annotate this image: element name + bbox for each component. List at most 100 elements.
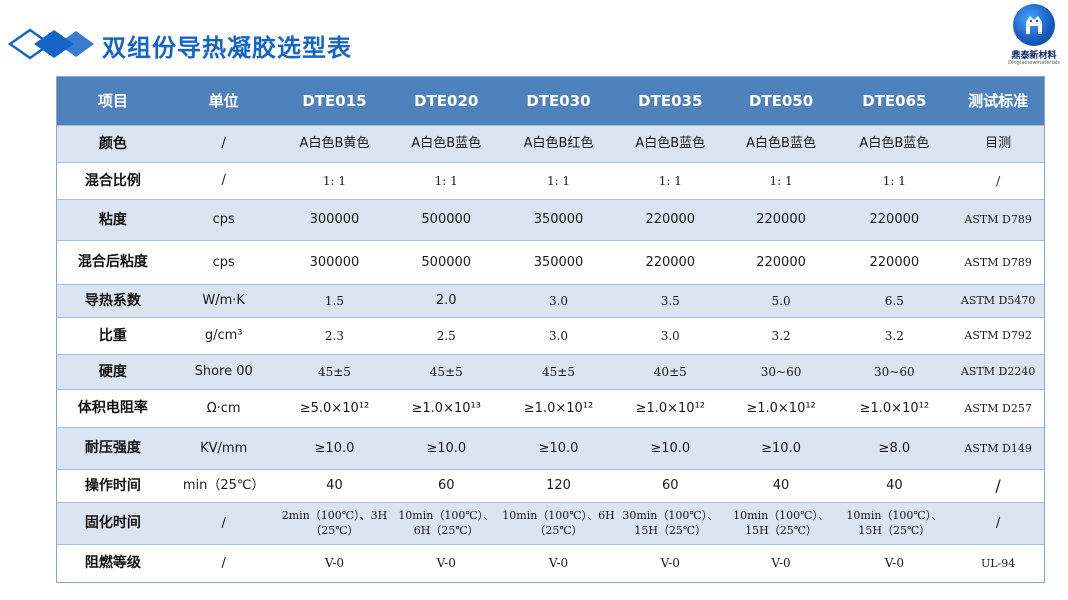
value-cell: A白色B蓝色 (411, 136, 482, 152)
unit-cell: / (221, 136, 226, 152)
value-cell: 220000 (869, 212, 920, 228)
unit-cell: Shore 00 (194, 364, 253, 380)
value-cell: ≥5.0×10¹² (299, 400, 370, 416)
value-cell: A白色B蓝色 (635, 136, 706, 152)
selection-table: 项目 单位 DTE015 DTE020 DTE030 DTE035 DTE050… (56, 76, 1045, 583)
value-cell: 40±5 (653, 364, 687, 379)
unit-cell: / (221, 555, 226, 571)
value-cell: 500000 (421, 254, 472, 270)
value-cell: 5.0 (771, 293, 791, 308)
value-cell: 2.5 (436, 328, 456, 343)
column-header: DTE030 (526, 92, 591, 110)
value-cell: 220000 (645, 254, 696, 270)
value-cell: V-0 (324, 556, 345, 571)
value-cell: A白色B红色 (523, 136, 594, 152)
value-cell: V-0 (436, 556, 456, 571)
company-logo: 鼎泰新材料 Dingtainewmaterials (1006, 4, 1062, 68)
value-cell: 3.0 (548, 328, 569, 343)
value-cell: 300000 (309, 212, 360, 228)
table-row: 混合比例 / 1: 1 1: 1 1: 1 1: 1 1: 1 1: 1 / (57, 162, 1044, 199)
column-header: DTE020 (414, 92, 479, 110)
value-cell: 300000 (309, 254, 360, 270)
logo-company-name: 鼎泰新材料 (1011, 51, 1057, 61)
standard-cell: ASTM D789 (964, 213, 1032, 227)
page-title: 双组份导热凝胶选型表 (102, 34, 352, 62)
row-label: 固化时间 (84, 515, 141, 532)
value-cell: A白色B黄色 (299, 136, 370, 152)
value-cell: ≥1.0×10¹² (746, 400, 816, 416)
value-cell: 30~60 (874, 364, 915, 379)
row-label: 阻燃等级 (84, 555, 141, 572)
value-cell: 2.0 (435, 293, 457, 309)
table-row: 颜色 / A白色B黄色 A白色B蓝色 A白色B红色 A白色B蓝色 A白色B蓝色 … (57, 125, 1044, 162)
value-cell: 1: 1 (882, 173, 906, 188)
row-label: 比重 (98, 327, 127, 344)
value-cell: 2.3 (324, 328, 344, 343)
row-label: 导热系数 (84, 292, 141, 309)
value-cell: 3.2 (771, 328, 791, 343)
value-cell: 3.0 (548, 293, 569, 308)
value-cell: 220000 (756, 254, 806, 270)
value-cell: ≥1.0×10¹² (635, 400, 705, 416)
value-cell: 3.2 (884, 328, 904, 343)
diamond-decoration-icon (8, 28, 94, 60)
value-cell: 220000 (645, 212, 696, 228)
row-label: 硬度 (98, 363, 127, 380)
value-cell: ≥10.0 (314, 440, 355, 456)
value-cell: 1: 1 (769, 173, 793, 188)
value-cell: 10min（100℃）、6H（25℃） (398, 508, 495, 537)
value-cell: 3.5 (660, 293, 680, 308)
value-cell: ≥10.0 (761, 440, 801, 456)
column-header: 测试标准 (968, 92, 1029, 110)
unit-cell: Ω·cm (206, 400, 241, 416)
page-header: 双组份导热凝胶选型表 鼎泰新材料 Dingtainewmaterials (0, 0, 1068, 80)
column-header: DTE015 (302, 92, 367, 110)
table-row: 耐压强度 KV/mm ≥10.0 ≥10.0 ≥10.0 ≥10.0 ≥10.0… (57, 427, 1044, 469)
value-cell: ≥10.0 (538, 440, 579, 456)
standard-cell: ASTM D5470 (960, 294, 1036, 308)
logo-company-subtitle: Dingtainewmaterials (1008, 60, 1060, 66)
table-row: 体积电阻率 Ω·cm ≥5.0×10¹² ≥1.0×10¹³ ≥1.0×10¹²… (57, 389, 1044, 427)
value-cell: 1.5 (324, 293, 344, 308)
column-header: 项目 (97, 92, 128, 110)
value-cell: ≥1.0×10¹³ (411, 400, 481, 416)
value-cell: 120 (546, 478, 571, 494)
column-header: DTE065 (862, 92, 927, 110)
table-row: 固化时间 / 2min（100℃）、3H（25℃） 10min（100℃）、6H… (57, 502, 1044, 544)
value-cell: 220000 (869, 254, 920, 270)
table-row: 粘度 cps 300000 500000 350000 220000 22000… (57, 199, 1044, 240)
standard-cell: ASTM D149 (964, 441, 1032, 455)
value-cell: A白色B蓝色 (746, 136, 816, 152)
row-label: 混合后粘度 (77, 254, 148, 271)
value-cell: V-0 (548, 556, 569, 571)
row-label: 操作时间 (84, 477, 141, 494)
unit-cell: W/m·K (202, 293, 245, 309)
value-cell: 30min（100℃）、15H（25℃） (622, 508, 719, 537)
standard-cell: ASTM D789 (964, 255, 1032, 269)
value-cell: ≥1.0×10¹² (523, 400, 594, 416)
unit-cell: g/cm³ (204, 328, 243, 344)
value-cell: ≥8.0 (878, 440, 911, 456)
value-cell: V-0 (660, 556, 680, 571)
value-cell: A白色B蓝色 (859, 136, 930, 152)
value-cell: 1: 1 (322, 173, 347, 188)
value-cell: ≥10.0 (650, 440, 691, 456)
value-cell: 2min（100℃）、3H（25℃） (281, 508, 388, 537)
unit-cell: KV/mm (200, 440, 248, 456)
value-cell: 10min（100℃）、15H（25℃） (846, 508, 943, 537)
row-label: 耐压强度 (84, 440, 141, 457)
unit-cell: / (221, 515, 226, 531)
standard-cell: ASTM D2240 (960, 365, 1036, 379)
value-cell: 10min（100℃）、6H（25℃） (502, 508, 615, 537)
value-cell: V-0 (884, 556, 904, 571)
table-row: 硬度 Shore 00 45±5 45±5 45±5 40±5 30~60 30… (57, 354, 1044, 389)
column-header: DTE050 (748, 92, 814, 110)
value-cell: 60 (437, 478, 455, 494)
value-cell: 1: 1 (546, 173, 571, 188)
table-row: 比重 g/cm³ 2.3 2.5 3.0 3.0 3.2 3.2 ASTM D7… (57, 317, 1044, 354)
standard-cell: UL-94 (980, 556, 1016, 570)
value-cell: 40 (886, 478, 903, 494)
value-cell: 6.5 (884, 293, 904, 308)
standard-cell: ASTM D257 (964, 401, 1032, 415)
value-cell: 1: 1 (434, 173, 458, 188)
